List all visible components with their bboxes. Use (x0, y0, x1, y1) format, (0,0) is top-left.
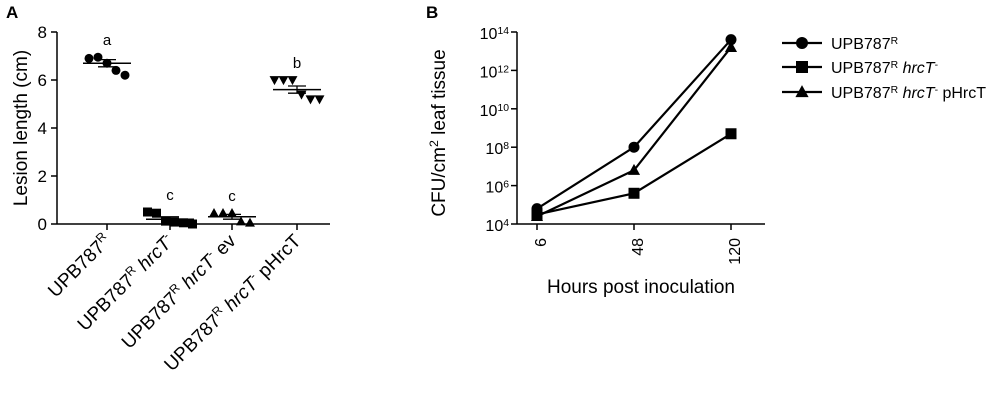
data-point (218, 208, 228, 218)
legend-label: UPB787R hrcT- pHrcT (831, 85, 986, 103)
significance-letter: c (228, 188, 236, 205)
panel-b-label: B (426, 3, 438, 22)
data-point (84, 53, 94, 63)
data-point (628, 187, 640, 199)
legend-marker (795, 85, 809, 98)
y-tick-label: 108 (485, 141, 509, 159)
y-tick-label: 4 (38, 119, 47, 138)
significance-letter: b (293, 55, 301, 72)
panel-b-legend: UPB787R UPB787R hrcT- UPB787R hrcT- pHrcT (782, 36, 986, 103)
y-tick-label: 1012 (480, 64, 510, 82)
data-point (152, 208, 161, 218)
x-tick-label: 6 (533, 238, 550, 247)
data-point (209, 208, 219, 218)
data-point (628, 141, 640, 153)
x-axis-label: Hours post inoculation (547, 277, 735, 298)
series-line (536, 38, 732, 210)
data-point (627, 163, 641, 175)
data-point (530, 209, 544, 221)
y-tick-label: 6 (38, 71, 47, 90)
x-tick-label: 120 (727, 238, 744, 265)
data-point (143, 207, 152, 217)
data-point (725, 128, 737, 140)
data-point (725, 34, 737, 46)
data-point (278, 76, 289, 86)
y-tick-label: 1014 (480, 26, 510, 44)
x-tick-label: 48 (630, 238, 647, 256)
data-point (287, 76, 298, 86)
significance-letter: c (166, 187, 174, 204)
data-point (305, 95, 316, 105)
data-point (111, 65, 121, 75)
x-tick-label: UPB787R hrcT- ev (116, 229, 240, 353)
data-point (269, 76, 280, 86)
y-axis-label: Lesion length (cm) (11, 50, 32, 206)
legend-label: UPB787R (831, 36, 899, 54)
data-point (120, 70, 130, 80)
y-tick-label: 1010 (480, 102, 510, 120)
data-point (179, 218, 188, 228)
y-tick-label: 104 (485, 218, 509, 236)
data-point (296, 90, 307, 100)
y-tick-label: 0 (38, 215, 47, 234)
data-point (236, 216, 246, 226)
data-point (724, 41, 738, 53)
legend-label: UPB787R hrcT- (831, 60, 938, 78)
y-tick-label: 2 (38, 167, 47, 186)
data-point (314, 95, 325, 105)
panel-a-label: A (6, 3, 18, 22)
data-point (93, 52, 103, 62)
panel-b-chart: 104 106 108 1010 1012 1014 6 48 120 Hours post in… (427, 26, 765, 298)
y-tick-label: 106 (485, 179, 509, 197)
legend-marker (796, 61, 808, 73)
y-axis-label: CFU/cm2 leaf tissue (427, 49, 450, 216)
data-point (188, 219, 197, 229)
data-point (245, 217, 255, 227)
y-tick-label: 8 (38, 23, 47, 42)
legend-marker (796, 37, 808, 49)
significance-letter: a (103, 32, 112, 49)
